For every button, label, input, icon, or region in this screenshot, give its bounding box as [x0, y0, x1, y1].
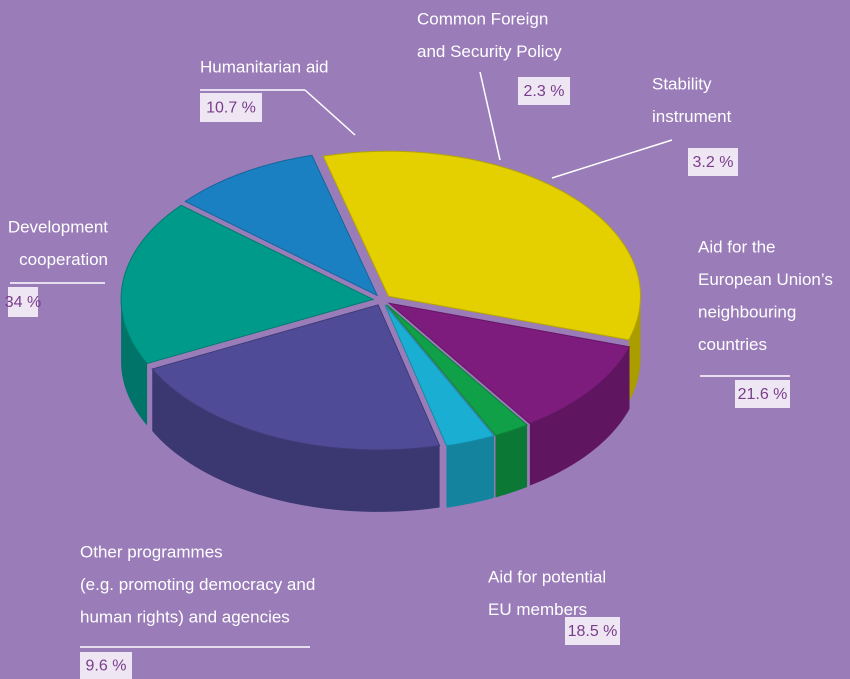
category-label: and Security Policy [417, 42, 562, 61]
slice [386, 304, 529, 436]
slice-wall [446, 435, 495, 508]
slice-wall [628, 296, 641, 402]
value-label: 34 % [5, 294, 41, 311]
slice [322, 150, 641, 341]
category-label: Humanitarian aid [200, 57, 329, 76]
leader-line [551, 139, 673, 179]
value-box [735, 380, 790, 408]
category-label: instrument [652, 107, 732, 126]
category-label: EU members [488, 600, 587, 619]
category-label: European Union’s [698, 270, 833, 289]
value-label: 21.6 % [738, 386, 788, 403]
category-label: countries [698, 335, 767, 354]
value-label: 3.2 % [693, 154, 734, 171]
slice [384, 304, 495, 447]
slice-wall [529, 346, 630, 486]
slice-wall [121, 299, 148, 426]
slice [184, 154, 379, 297]
value-box [518, 77, 570, 105]
leader-line [304, 89, 356, 136]
slice [120, 204, 375, 365]
value-box [688, 148, 738, 176]
slice [151, 304, 441, 451]
value-label: 10.7 % [206, 100, 256, 117]
category-label: Stability [652, 74, 712, 93]
slice-wall [495, 425, 528, 498]
value-label: 9.6 % [86, 658, 127, 675]
category-label: cooperation [19, 250, 108, 269]
slice-wall [152, 369, 440, 512]
leader-line [479, 71, 501, 161]
slice [387, 302, 631, 425]
category-label: Other programmes [80, 542, 223, 561]
category-label: human rights) and agencies [80, 607, 290, 626]
category-label: Aid for the [698, 237, 776, 256]
value-box [200, 93, 262, 122]
value-box [80, 652, 132, 679]
category-label: neighbouring [698, 302, 796, 321]
value-label: 2.3 % [524, 83, 565, 100]
value-box [565, 617, 620, 645]
category-label: (e.g. promoting democracy and [80, 575, 315, 594]
category-label: Aid for potential [488, 567, 606, 586]
value-label: 18.5 % [568, 623, 618, 640]
value-box [8, 287, 38, 317]
category-label: Development [8, 217, 108, 236]
category-label: Common Foreign [417, 9, 548, 28]
